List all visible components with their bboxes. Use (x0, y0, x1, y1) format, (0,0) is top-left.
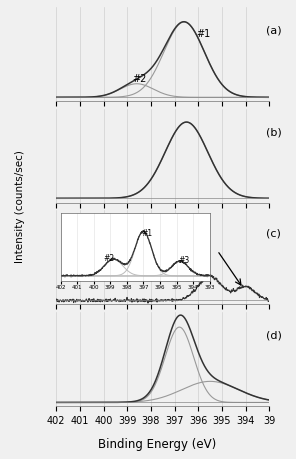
Text: (c): (c) (266, 229, 281, 239)
Text: Intensity (counts/sec): Intensity (counts/sec) (15, 150, 25, 263)
Text: (b): (b) (266, 127, 281, 137)
Text: (a): (a) (266, 25, 281, 35)
Text: #2: #2 (132, 74, 147, 84)
Text: (d): (d) (266, 330, 282, 341)
Text: #1: #1 (196, 28, 210, 39)
Text: Binding Energy (eV): Binding Energy (eV) (98, 437, 216, 451)
